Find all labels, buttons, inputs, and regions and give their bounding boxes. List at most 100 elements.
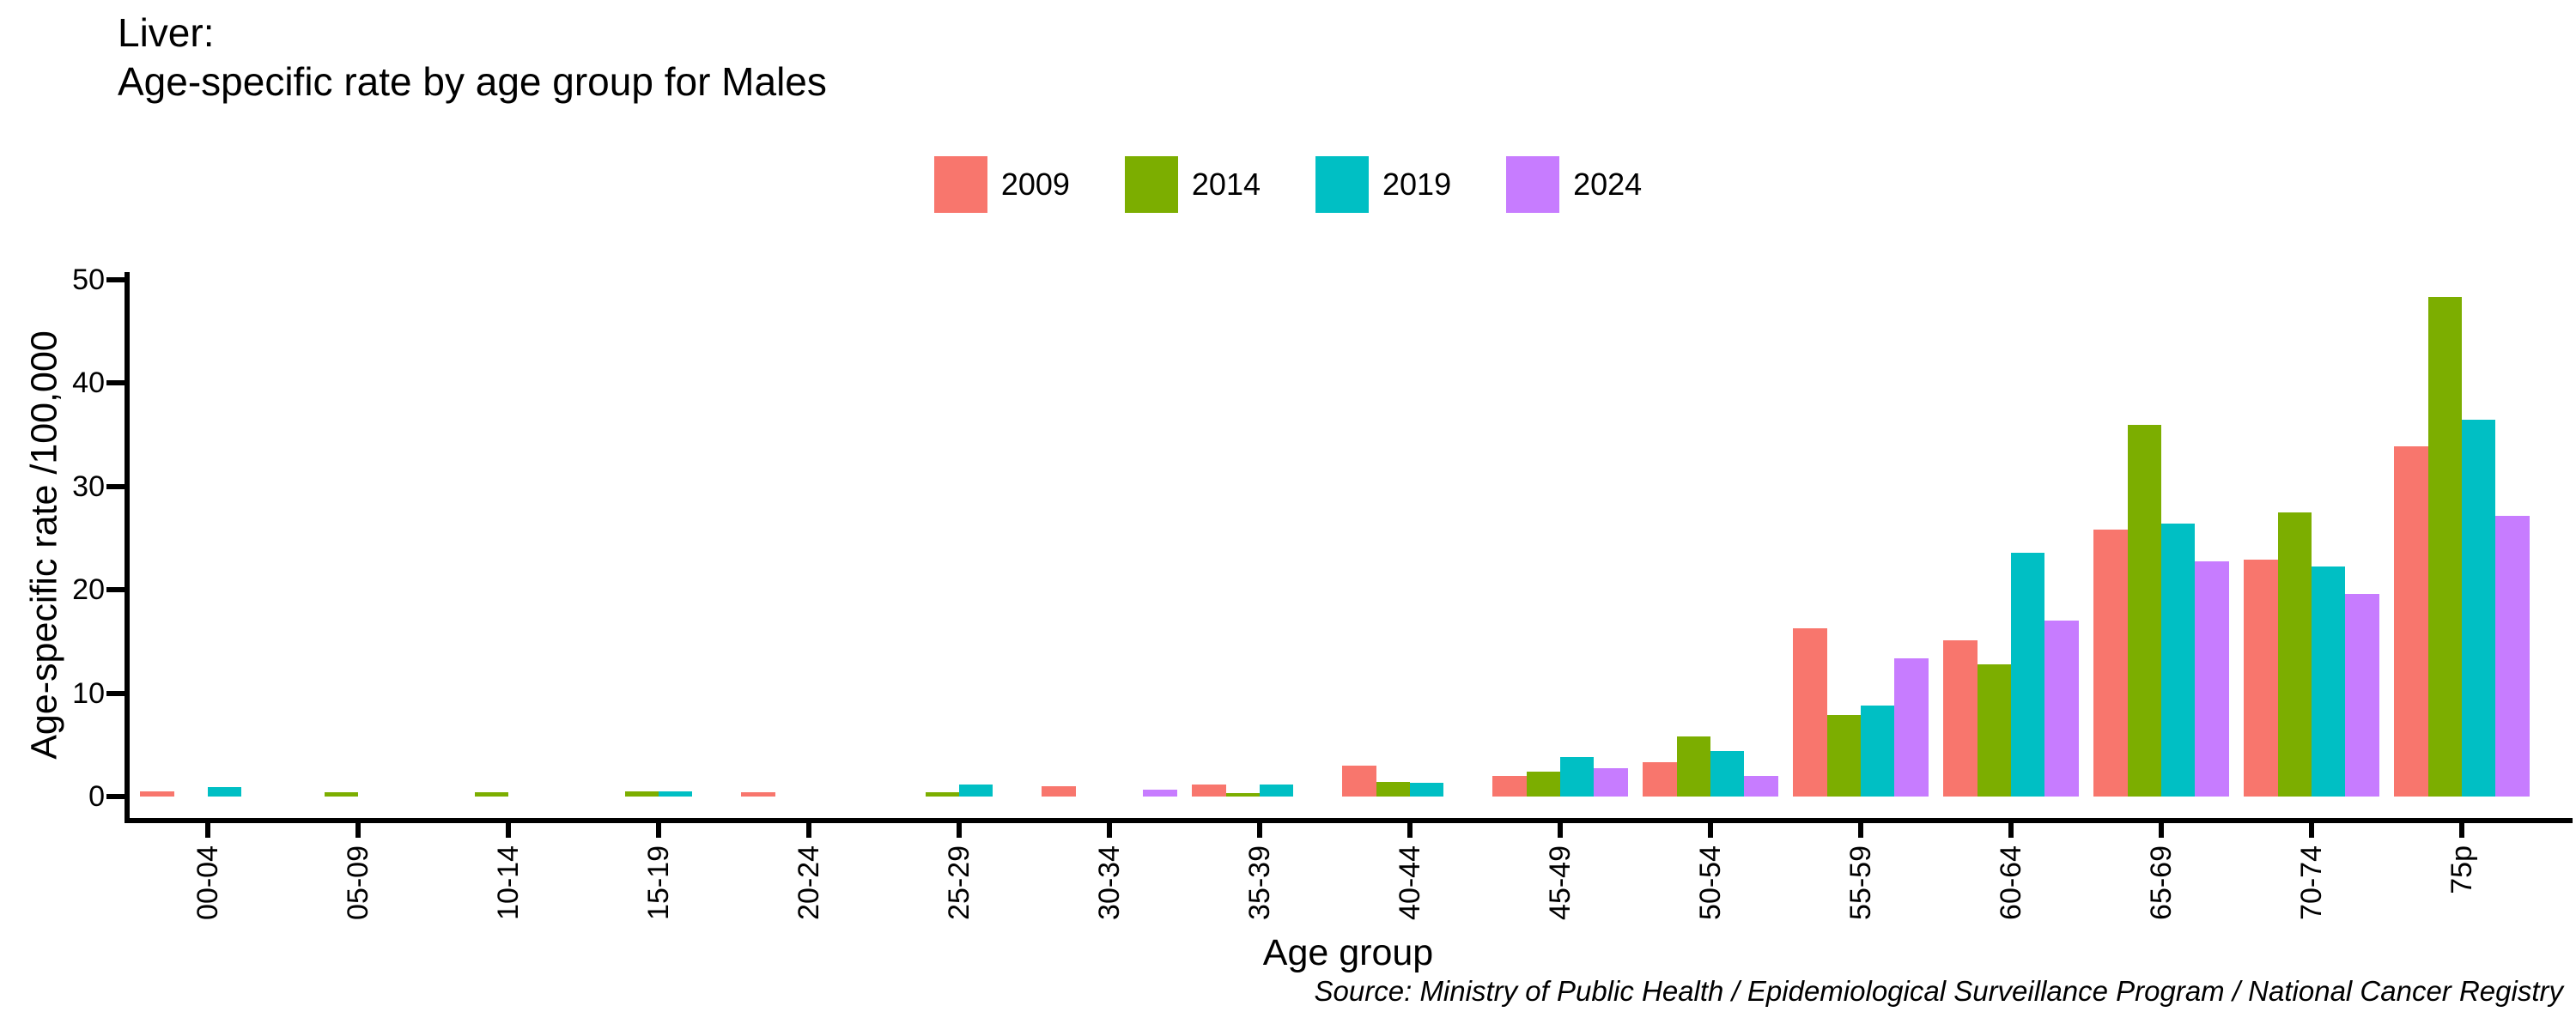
bar-2014-60-64 bbox=[1977, 663, 2011, 797]
x-tick-mark bbox=[656, 821, 661, 838]
bar-2019-15-19 bbox=[659, 791, 693, 797]
bar-2024-55-59 bbox=[1894, 657, 1929, 797]
legend-key-swatch-2019 bbox=[1315, 156, 1369, 213]
x-tick-label: 15-19 bbox=[642, 845, 675, 920]
y-axis-line bbox=[125, 272, 130, 823]
bar-2019-65-69 bbox=[2161, 523, 2196, 797]
y-tick-label: 30 bbox=[72, 470, 105, 503]
bar-2014-50-54 bbox=[1676, 736, 1710, 797]
x-tick-mark bbox=[1558, 821, 1563, 838]
bar-2019-75p bbox=[2462, 420, 2496, 797]
bar-2009-50-54 bbox=[1643, 762, 1677, 797]
bar-2024-45-49 bbox=[1594, 768, 1628, 797]
legend-item-2019: 2019 bbox=[1315, 156, 1451, 213]
x-tick-label: 20-24 bbox=[793, 845, 825, 920]
y-tick-mark bbox=[106, 483, 125, 489]
chart-title-line2: Age-specific rate by age group for Males bbox=[118, 59, 827, 104]
y-tick-label: 10 bbox=[72, 676, 105, 710]
x-tick-label: 10-14 bbox=[492, 845, 525, 920]
bar-2009-65-69 bbox=[2093, 530, 2128, 797]
bar-2024-65-69 bbox=[2195, 561, 2229, 797]
legend-key-swatch-2014 bbox=[1124, 156, 1178, 213]
x-tick-mark bbox=[205, 821, 210, 838]
bar-2019-45-49 bbox=[1560, 757, 1595, 797]
x-tick-label: 35-39 bbox=[1243, 845, 1276, 920]
x-tick-mark bbox=[2008, 821, 2014, 838]
bar-2019-70-74 bbox=[2312, 566, 2346, 797]
x-tick-label: 05-09 bbox=[342, 845, 374, 920]
source-note: Source: Ministry of Public Health / Epid… bbox=[1314, 975, 2563, 1007]
y-tick-mark bbox=[106, 276, 125, 282]
bar-2014-75p bbox=[2427, 296, 2462, 797]
x-tick-label: 30-34 bbox=[1093, 845, 1126, 920]
bar-2024-30-34 bbox=[1143, 789, 1177, 797]
x-tick-mark bbox=[1107, 821, 1112, 838]
bar-2014-10-14 bbox=[474, 792, 508, 797]
plot-panel: 0 10 20 30 40 50 00-04 05-09 10-14 15-19 20-24 25-2… bbox=[72, 264, 2573, 920]
legend-item-2014: 2014 bbox=[1124, 156, 1261, 213]
bar-2019-00-04 bbox=[208, 787, 242, 797]
y-axis-title: Age-specific rate /100,000 bbox=[23, 330, 65, 760]
bar-2014-55-59 bbox=[1826, 714, 1861, 797]
legend-label: 2014 bbox=[1191, 167, 1261, 202]
legend-label: 2024 bbox=[1573, 167, 1643, 202]
bar-2014-70-74 bbox=[2277, 512, 2312, 797]
bar-2019-40-44 bbox=[1410, 783, 1444, 797]
x-tick-label: 25-29 bbox=[943, 845, 975, 920]
y-tick-label: 20 bbox=[72, 573, 105, 606]
x-tick-mark bbox=[1257, 821, 1262, 838]
bar-2009-70-74 bbox=[2244, 560, 2278, 797]
y-tick-mark bbox=[106, 794, 125, 799]
bar-2024-60-64 bbox=[2044, 621, 2079, 797]
bar-2019-35-39 bbox=[1260, 784, 1294, 797]
x-tick-mark bbox=[1858, 821, 1863, 838]
bar-2009-40-44 bbox=[1342, 765, 1376, 797]
x-tick-mark bbox=[2459, 821, 2464, 838]
bar-2024-70-74 bbox=[2345, 593, 2379, 797]
bar-2024-75p bbox=[2495, 516, 2530, 797]
y-tick-mark bbox=[106, 690, 125, 696]
bar-2009-35-39 bbox=[1192, 784, 1226, 797]
x-tick-label: 00-04 bbox=[191, 845, 224, 920]
y-tick-mark bbox=[106, 587, 125, 592]
bar-2019-50-54 bbox=[1710, 750, 1745, 797]
x-tick-mark bbox=[506, 821, 511, 838]
x-tick-mark bbox=[806, 821, 811, 838]
bar-2014-15-19 bbox=[624, 791, 659, 797]
bar-2019-55-59 bbox=[1861, 705, 1895, 797]
bar-2024-50-54 bbox=[1744, 775, 1778, 797]
x-axis-line bbox=[125, 818, 2573, 823]
bar-2009-20-24 bbox=[741, 792, 775, 797]
bar-2009-00-04 bbox=[140, 791, 174, 797]
chart-title-line1: Liver: bbox=[118, 10, 215, 55]
bar-2014-65-69 bbox=[2127, 425, 2161, 797]
x-axis-title: Age group bbox=[1262, 932, 1434, 973]
x-tick-mark bbox=[2309, 821, 2314, 838]
bar-2009-75p bbox=[2394, 445, 2428, 797]
x-tick-mark bbox=[957, 821, 962, 838]
legend-item-2024: 2024 bbox=[1506, 156, 1642, 213]
y-tick-label: 50 bbox=[72, 263, 105, 296]
bar-2009-55-59 bbox=[1793, 627, 1827, 797]
chart-title: Liver: Age-specific rate by age group fo… bbox=[118, 9, 827, 106]
x-tick-mark bbox=[1708, 821, 1713, 838]
bar-2014-05-09 bbox=[324, 792, 358, 797]
legend-item-2009: 2009 bbox=[933, 156, 1070, 213]
y-tick-label: 0 bbox=[88, 780, 105, 813]
bar-2019-25-29 bbox=[959, 784, 993, 797]
y-tick-mark bbox=[106, 380, 125, 385]
y-tick-label: 40 bbox=[72, 367, 105, 399]
bar-2014-40-44 bbox=[1376, 782, 1410, 797]
legend: 2009 2014 2019 2024 bbox=[0, 156, 2576, 213]
legend-key-swatch-2009 bbox=[933, 156, 987, 213]
bar-2019-60-64 bbox=[2011, 552, 2045, 797]
bar-2009-30-34 bbox=[1042, 785, 1076, 797]
bar-2014-25-29 bbox=[925, 792, 959, 797]
legend-key-swatch-2024 bbox=[1506, 156, 1560, 213]
legend-label: 2019 bbox=[1382, 167, 1452, 202]
x-tick-mark bbox=[1407, 821, 1413, 838]
legend-label: 2009 bbox=[1000, 167, 1070, 202]
x-tick-mark bbox=[2159, 821, 2164, 838]
bar-2009-60-64 bbox=[1943, 640, 1978, 797]
